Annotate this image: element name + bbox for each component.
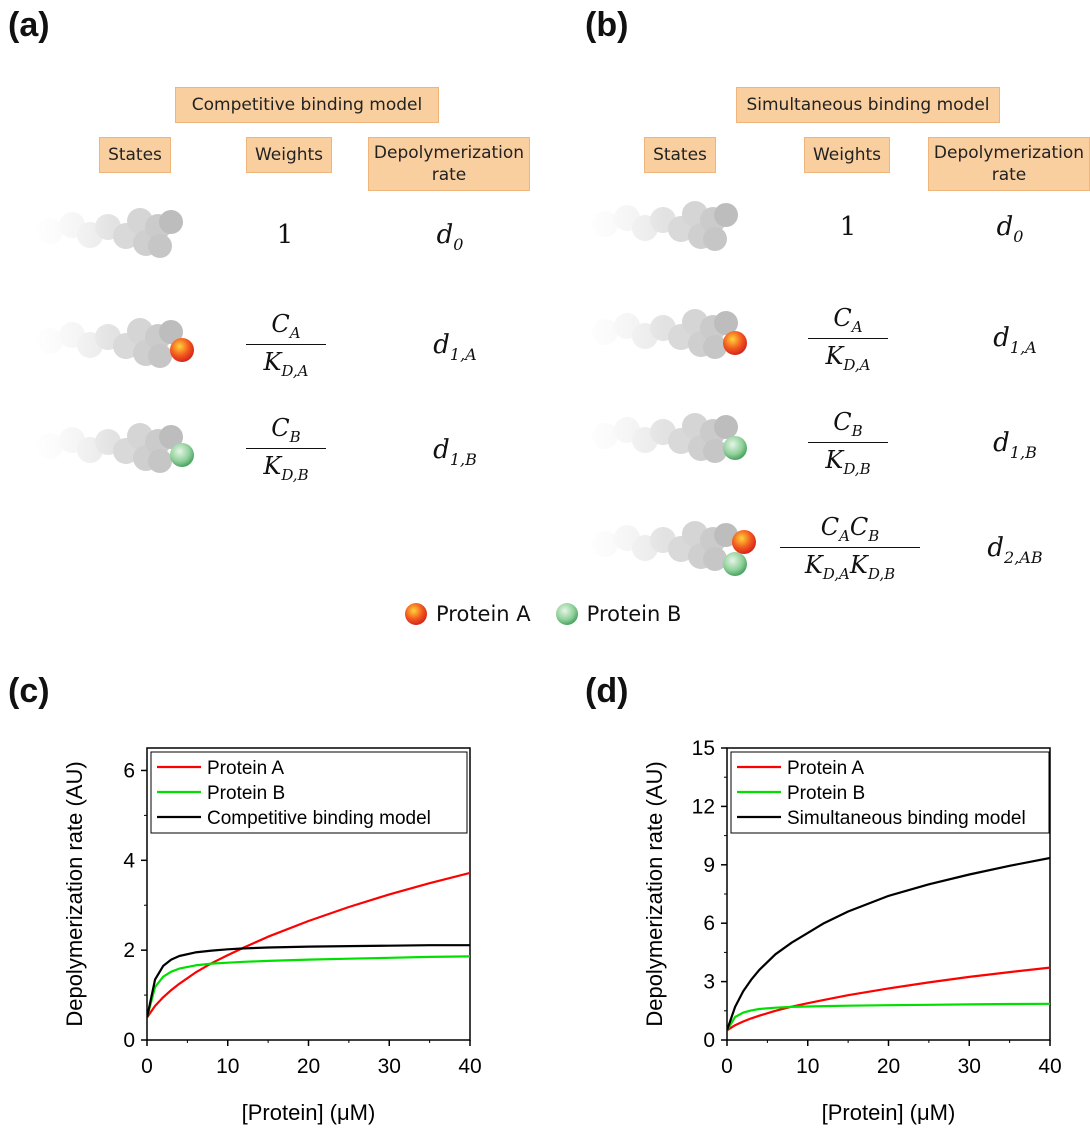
- x-tick-label: 10: [216, 1055, 239, 1078]
- chart-legend: Protein A Protein B Simultaneous binding m…: [730, 751, 1050, 834]
- panel-label-a: (a): [8, 6, 50, 44]
- rate-b-row0: d0: [996, 212, 1024, 246]
- chart-d: 0 10 20 30 40 0 3 6 9 12 15 [Protein] (μM) Depolymer…: [642, 737, 1062, 1125]
- y-tick-label: 12: [692, 795, 715, 818]
- legend-entry: Protein A: [787, 758, 864, 779]
- protein-a-icon: [723, 331, 747, 355]
- rate-header-b: Depolymerization rate: [928, 137, 1090, 191]
- chart-c: 0 10 20 30 40 0 2 4 6 [Protein] (μM) Depolymerizat…: [62, 747, 482, 1125]
- weight-b-row0: 1: [839, 212, 857, 242]
- weights-header-b: Weights: [804, 137, 890, 173]
- protein-b-icon: [170, 443, 194, 467]
- legend-protein-a-label: Protein A: [436, 602, 531, 626]
- weight-b-row3: CACB KD,AKD,B: [780, 513, 920, 583]
- rate-a-row1: d1,A: [433, 330, 477, 364]
- rate-a-row0: d0: [436, 220, 464, 254]
- weight-b-row2: CB KD,B: [808, 408, 888, 478]
- x-tick-label: 30: [958, 1055, 981, 1078]
- filament-states-b: [580, 198, 770, 583]
- series-line-2: [147, 955, 470, 1018]
- series-line-1: [147, 871, 470, 1019]
- panel-label-d: (d): [585, 672, 629, 710]
- chart-legend: Protein A Protein B Competitive binding mo…: [150, 751, 468, 834]
- x-tick-label: 40: [458, 1055, 481, 1078]
- chart-axes: 0 10 20 30 40 0 2 4 6: [123, 747, 482, 1078]
- y-tick-label: 6: [123, 759, 135, 782]
- rate-b-row2: d1,B: [993, 428, 1037, 462]
- states-header-a: States: [99, 137, 171, 173]
- legend-entry: Competitive binding model: [207, 808, 431, 829]
- panel-label-c: (c): [8, 672, 50, 710]
- x-tick-label: 20: [877, 1055, 900, 1078]
- protein-b-icon: [723, 436, 747, 460]
- x-tick-label: 20: [297, 1055, 320, 1078]
- series-line-3: [147, 944, 470, 1018]
- panel-label-b: (b): [585, 6, 629, 44]
- weight-a-row2: CB KD,B: [246, 414, 326, 484]
- legend-entry: Protein B: [207, 783, 285, 804]
- series-line-3: [727, 856, 1050, 1031]
- x-tick-label: 10: [796, 1055, 819, 1078]
- y-axis-label: Depolymerization rate (AU): [62, 761, 87, 1026]
- x-tick-label: 0: [721, 1055, 733, 1078]
- weight-a-row1: CA KD,A: [246, 310, 326, 380]
- rate-header-a: Depolymerization rate: [368, 137, 530, 191]
- legend-entry: Simultaneous binding model: [787, 808, 1026, 829]
- rate-a-row2: d1,B: [433, 435, 477, 469]
- y-tick-label: 0: [123, 1029, 135, 1052]
- x-axis-label: [Protein] (μM): [242, 1100, 376, 1125]
- states-header-b: States: [644, 137, 716, 173]
- competitive-model-title: Competitive binding model: [175, 87, 439, 123]
- legend-box: [730, 751, 1050, 834]
- protein-b-icon: [723, 552, 747, 576]
- rate-b-row1: d1,A: [993, 323, 1037, 357]
- protein-a-icon: [170, 338, 194, 362]
- y-tick-label: 9: [703, 854, 715, 877]
- legend-box: [150, 751, 468, 834]
- y-axis-label: Depolymerization rate (AU): [642, 761, 667, 1026]
- y-tick-label: 6: [703, 912, 715, 935]
- y-tick-label: 2: [123, 939, 135, 962]
- x-tick-label: 30: [378, 1055, 401, 1078]
- x-axis-label: [Protein] (μM): [822, 1100, 956, 1125]
- legend-protein-b-label: Protein B: [586, 602, 682, 626]
- protein-a-icon: [405, 603, 427, 625]
- y-tick-label: 15: [692, 737, 715, 760]
- x-tick-label: 0: [141, 1055, 153, 1078]
- legend-entry: Protein B: [787, 783, 865, 804]
- x-tick-label: 40: [1038, 1055, 1061, 1078]
- y-tick-label: 0: [703, 1029, 715, 1052]
- legend-entry: Protein A: [207, 758, 284, 779]
- y-tick-label: 4: [123, 849, 135, 872]
- series-line-2: [727, 1002, 1050, 1031]
- simultaneous-model-title: Simultaneous binding model: [736, 87, 1000, 123]
- chart-axes: 0 10 20 30 40 0 3 6 9 12 15: [692, 737, 1062, 1078]
- protein-a-icon: [732, 530, 756, 554]
- y-tick-label: 3: [703, 971, 715, 994]
- protein-legend: Protein A Protein B: [402, 600, 681, 628]
- weight-a-row0: 1: [276, 220, 294, 250]
- filament-states-a: [30, 205, 200, 475]
- protein-b-icon: [555, 603, 578, 625]
- series-line-1: [727, 966, 1050, 1032]
- weight-b-row1: CA KD,A: [808, 304, 888, 374]
- rate-b-row3: d2,AB: [987, 533, 1043, 567]
- weights-header-a: Weights: [246, 137, 332, 173]
